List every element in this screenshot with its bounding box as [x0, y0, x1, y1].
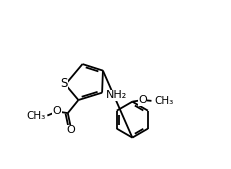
Text: O: O — [53, 106, 61, 116]
Text: O: O — [137, 95, 146, 105]
Text: S: S — [60, 77, 67, 90]
Text: CH₃: CH₃ — [26, 111, 46, 120]
Text: O: O — [66, 125, 75, 135]
Text: CH₃: CH₃ — [153, 96, 172, 106]
Text: NH₂: NH₂ — [106, 90, 127, 100]
